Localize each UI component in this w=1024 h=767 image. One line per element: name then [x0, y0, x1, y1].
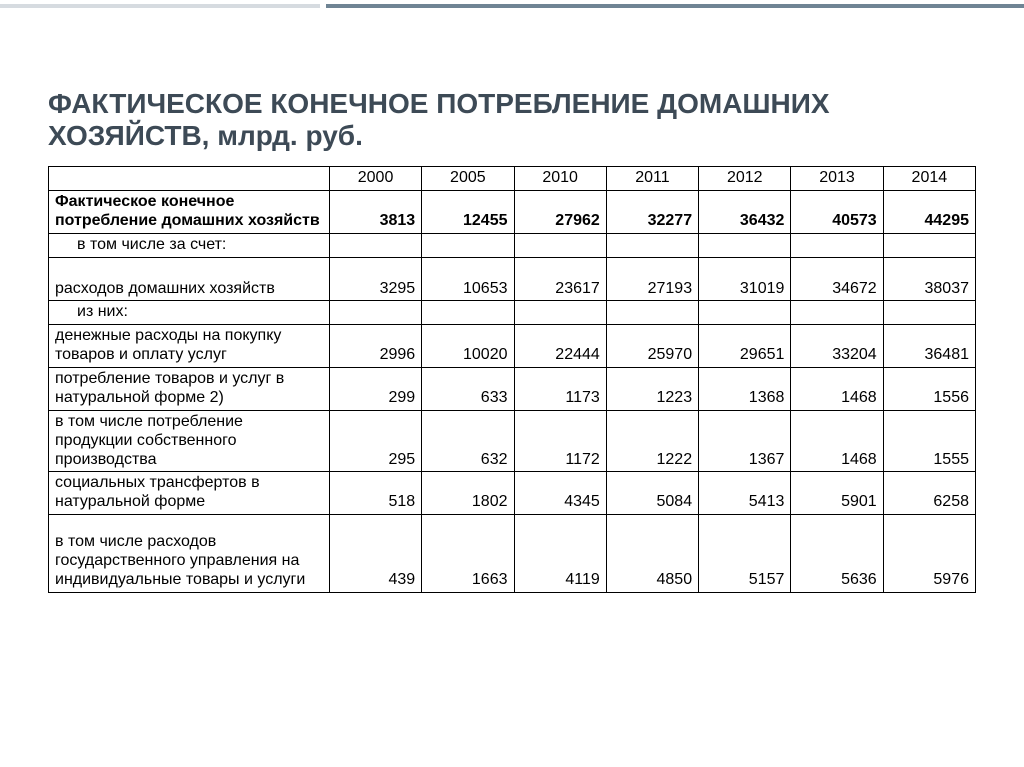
cell-value: 31019 — [699, 257, 791, 301]
cell-value: 1468 — [791, 410, 883, 472]
cell-value: 27962 — [514, 190, 606, 233]
cell-value — [606, 301, 698, 325]
cell-value: 34672 — [791, 257, 883, 301]
cell-value — [699, 233, 791, 257]
cell-value: 5636 — [791, 515, 883, 593]
cell-value — [883, 301, 975, 325]
cell-value: 1222 — [606, 410, 698, 472]
cell-value: 1802 — [422, 472, 514, 515]
cell-value: 6258 — [883, 472, 975, 515]
table-row: в том числе за счет: — [49, 233, 976, 257]
table-row: из них: — [49, 301, 976, 325]
cell-value: 3813 — [329, 190, 421, 233]
cell-value: 36481 — [883, 325, 975, 368]
cell-value — [791, 301, 883, 325]
table-row: социальных трансфертов в натуральной фор… — [49, 472, 976, 515]
cell-value: 25970 — [606, 325, 698, 368]
header-year: 2005 — [422, 167, 514, 191]
cell-value: 4345 — [514, 472, 606, 515]
cell-value: 5976 — [883, 515, 975, 593]
cell-value — [329, 233, 421, 257]
cell-value: 1223 — [606, 368, 698, 411]
cell-value: 1468 — [791, 368, 883, 411]
row-label: в том числе потребление продукции собств… — [49, 410, 330, 472]
consumption-table: 2000 2005 2010 2011 2012 2013 2014 Факти… — [48, 166, 976, 593]
cell-value: 23617 — [514, 257, 606, 301]
table-header-row: 2000 2005 2010 2011 2012 2013 2014 — [49, 167, 976, 191]
cell-value: 4850 — [606, 515, 698, 593]
top-accent-bar — [0, 0, 1024, 20]
table-row: денежные расходы на покупку товаров и оп… — [49, 325, 976, 368]
cell-value: 36432 — [699, 190, 791, 233]
table-row: в том числе потребление продукции собств… — [49, 410, 976, 472]
cell-value: 1555 — [883, 410, 975, 472]
row-label: денежные расходы на покупку товаров и оп… — [49, 325, 330, 368]
header-year: 2000 — [329, 167, 421, 191]
cell-value: 295 — [329, 410, 421, 472]
header-year: 2013 — [791, 167, 883, 191]
cell-value: 12455 — [422, 190, 514, 233]
cell-value: 4119 — [514, 515, 606, 593]
cell-value: 5157 — [699, 515, 791, 593]
cell-value: 633 — [422, 368, 514, 411]
cell-value: 32277 — [606, 190, 698, 233]
row-label: в том числе расходов государственного уп… — [49, 515, 330, 593]
header-year: 2014 — [883, 167, 975, 191]
cell-value — [422, 301, 514, 325]
cell-value: 2996 — [329, 325, 421, 368]
cell-value: 40573 — [791, 190, 883, 233]
accent-stripe-dark — [326, 4, 1024, 8]
cell-value: 1367 — [699, 410, 791, 472]
cell-value — [514, 233, 606, 257]
table-row: в том числе расходов государственного уп… — [49, 515, 976, 593]
cell-value: 27193 — [606, 257, 698, 301]
cell-value — [329, 301, 421, 325]
cell-value — [791, 233, 883, 257]
cell-value: 33204 — [791, 325, 883, 368]
cell-value: 10653 — [422, 257, 514, 301]
row-label: Фактическое конечное потребление домашни… — [49, 190, 330, 233]
cell-value: 29651 — [699, 325, 791, 368]
cell-value: 632 — [422, 410, 514, 472]
row-label: социальных трансфертов в натуральной фор… — [49, 472, 330, 515]
cell-value: 5413 — [699, 472, 791, 515]
row-label: из них: — [49, 301, 330, 325]
table-row: потребление товаров и услуг в натурально… — [49, 368, 976, 411]
cell-value: 5084 — [606, 472, 698, 515]
cell-value: 44295 — [883, 190, 975, 233]
cell-value: 38037 — [883, 257, 975, 301]
accent-stripe-light — [0, 4, 320, 8]
row-label: потребление товаров и услуг в натурально… — [49, 368, 330, 411]
cell-value: 439 — [329, 515, 421, 593]
cell-value: 1172 — [514, 410, 606, 472]
cell-value — [422, 233, 514, 257]
table-row: расходов домашних хозяйств32951065323617… — [49, 257, 976, 301]
table-body: Фактическое конечное потребление домашни… — [49, 190, 976, 592]
header-year: 2011 — [606, 167, 698, 191]
cell-value — [883, 233, 975, 257]
cell-value — [699, 301, 791, 325]
cell-value — [606, 233, 698, 257]
cell-value: 1173 — [514, 368, 606, 411]
header-year: 2012 — [699, 167, 791, 191]
cell-value: 3295 — [329, 257, 421, 301]
cell-value: 22444 — [514, 325, 606, 368]
cell-value: 1663 — [422, 515, 514, 593]
cell-value — [514, 301, 606, 325]
cell-value: 518 — [329, 472, 421, 515]
header-year: 2010 — [514, 167, 606, 191]
cell-value: 299 — [329, 368, 421, 411]
cell-value: 1368 — [699, 368, 791, 411]
cell-value: 5901 — [791, 472, 883, 515]
table-row: Фактическое конечное потребление домашни… — [49, 190, 976, 233]
row-label: расходов домашних хозяйств — [49, 257, 330, 301]
cell-value: 1556 — [883, 368, 975, 411]
row-label: в том числе за счет: — [49, 233, 330, 257]
slide-title: ФАКТИЧЕСКОЕ КОНЕЧНОЕ ПОТРЕБЛЕНИЕ ДОМАШНИ… — [48, 88, 976, 152]
cell-value: 10020 — [422, 325, 514, 368]
header-blank — [49, 167, 330, 191]
